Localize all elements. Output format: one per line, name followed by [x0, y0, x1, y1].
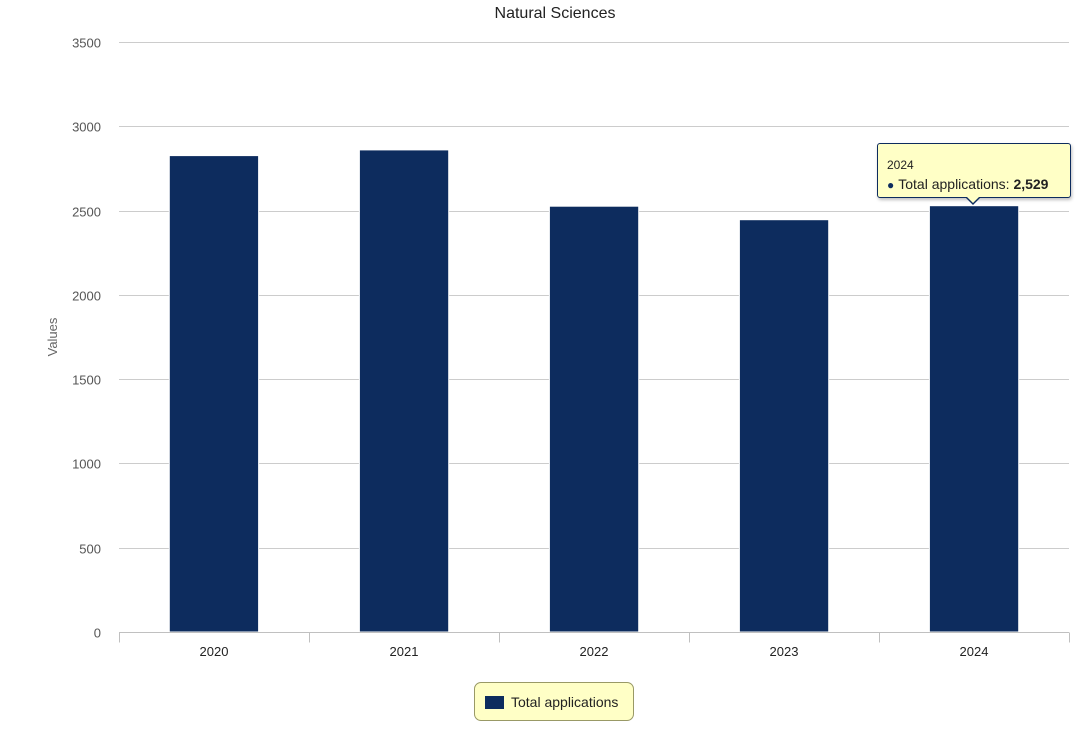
- y-tick-label: 500: [79, 542, 101, 557]
- y-tick-label: 3500: [72, 36, 101, 51]
- tooltip-series-label: Total applications:: [898, 176, 1010, 192]
- y-axis-title: Values: [45, 317, 60, 356]
- bar-2024[interactable]: [928, 205, 1020, 633]
- y-tick-label: 2500: [72, 205, 101, 220]
- bar-2020[interactable]: [168, 155, 260, 633]
- y-tick-label: 0: [94, 626, 101, 641]
- y-tick-label: 1500: [72, 373, 101, 388]
- data-tooltip: 2024 ● Total applications: 2,529: [877, 143, 1071, 198]
- bar-2022[interactable]: [548, 205, 640, 633]
- legend-swatch: [485, 696, 504, 709]
- x-axis: [119, 632, 1070, 643]
- x-tick-label: 2021: [390, 644, 419, 659]
- chart-legend[interactable]: Total applications: [474, 682, 634, 721]
- x-tick-label: 2020: [200, 644, 229, 659]
- tooltip-pointer-fill: [966, 196, 980, 203]
- legend-item-label[interactable]: Total applications: [511, 694, 619, 710]
- x-tick-label: 2023: [770, 644, 799, 659]
- bar-series: [168, 149, 1020, 633]
- x-tick-label: 2022: [580, 644, 609, 659]
- y-tick-label: 1000: [72, 457, 101, 472]
- tooltip-category: 2024: [887, 158, 914, 172]
- bar-2021[interactable]: [358, 149, 450, 633]
- x-tick-label: 2024: [960, 644, 989, 659]
- y-tick-label: 3000: [72, 120, 101, 135]
- chart-title: Natural Sciences: [495, 5, 616, 22]
- tooltip-value: 2,529: [1013, 176, 1049, 192]
- tooltip-bullet-icon: ●: [887, 178, 895, 192]
- x-axis-ticks: 2020 2021 2022 2023 2024: [200, 644, 989, 659]
- bar-2023[interactable]: [738, 219, 830, 633]
- tooltip-line: ● Total applications: 2,529: [887, 176, 1048, 192]
- y-tick-label: 2000: [72, 289, 101, 304]
- y-axis-ticks: 0 500 1000 1500 2000 2500 3000 3500: [72, 36, 101, 641]
